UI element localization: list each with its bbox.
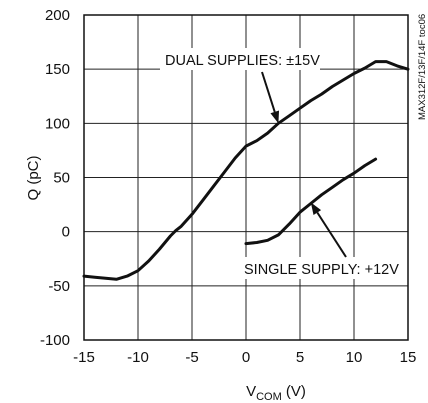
x-tick-label: 10: [346, 349, 363, 366]
x-tick-label: -15: [73, 349, 95, 366]
y-tick-label: 50: [53, 170, 70, 187]
plot-frame: [83, 14, 409, 341]
arrow-head: [310, 202, 322, 215]
y-axis-label: Q (pC): [25, 155, 42, 200]
dual-supplies-label: DUAL SUPPLIES: ±15V: [165, 53, 320, 69]
y-tick-label: 100: [45, 115, 70, 132]
x-axis-label-unit: (V): [282, 383, 306, 400]
single-supply-label: SINGLE SUPPLY: +12V: [244, 262, 399, 278]
arrow-head: [270, 110, 280, 124]
x-tick-label: -5: [185, 349, 198, 366]
dual-label-background: [160, 48, 320, 70]
x-axis-label-subscript: COM: [256, 391, 282, 403]
x-tick-label: 0: [242, 349, 250, 366]
y-tick-label: 0: [62, 224, 70, 241]
series-line-single: [244, 157, 378, 246]
y-tick-label: 150: [45, 61, 70, 78]
chart-id-label: MAX312F/13F/14F toc06: [417, 14, 428, 120]
y-tick-label: 200: [45, 7, 70, 24]
arrow-line: [316, 211, 347, 258]
single-label-background: [240, 257, 406, 279]
plot-border: [83, 14, 409, 341]
y-tick-label: -50: [48, 278, 70, 295]
x-axis-label: VCOM (V): [246, 383, 306, 403]
x-axis-label-main: V: [246, 383, 256, 400]
annotation-arrows: [261, 71, 347, 258]
x-tick-label: 5: [296, 349, 304, 366]
y-tick-label: -100: [40, 332, 70, 349]
series-layer: [82, 60, 410, 281]
arrow-line: [261, 71, 276, 113]
x-tick-label: 15: [400, 349, 417, 366]
x-tick-label: -10: [127, 349, 149, 366]
series-line-dual: [82, 60, 410, 281]
